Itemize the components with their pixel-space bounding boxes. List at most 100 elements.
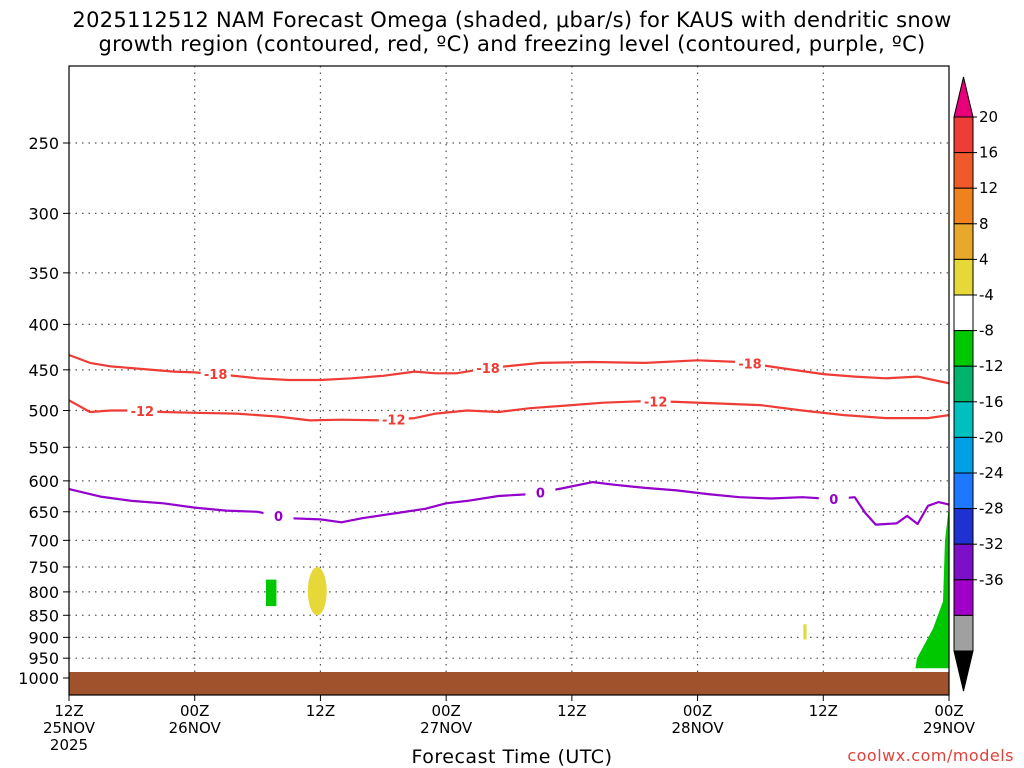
ground-fill bbox=[69, 672, 949, 695]
colorbar-label-8: -16 bbox=[979, 393, 1004, 411]
colorbar-label-10: -24 bbox=[979, 464, 1004, 482]
colorbar-cell-12 bbox=[953, 543, 974, 581]
y-tick-label-850: 850 bbox=[28, 606, 59, 625]
colorbar-label-1: 16 bbox=[979, 144, 998, 162]
contour-0 bbox=[68, 353, 950, 385]
x-tick-label-84-0: 00Z bbox=[934, 702, 963, 720]
colorbar-cell-9 bbox=[953, 436, 974, 474]
contour-label-1-1: -12 bbox=[382, 414, 406, 429]
y-tick-label-800: 800 bbox=[28, 583, 59, 602]
colorbar-label-5: -4 bbox=[979, 286, 994, 304]
colorbar-cell-7 bbox=[953, 365, 974, 403]
contour-label-0-2: -18 bbox=[738, 358, 762, 373]
y-tick-label-1000: 1000 bbox=[18, 669, 59, 688]
x-tick-label-36-0: 00Z bbox=[431, 702, 460, 720]
colorbar-label-13: -36 bbox=[979, 571, 1004, 589]
colorbar-label-0: 20 bbox=[979, 108, 998, 126]
contour-label-bg-0-2 bbox=[734, 355, 765, 372]
contour-label-bg-1-0 bbox=[127, 403, 158, 420]
chart-title-line-2: growth region (contoured, red, ºC) and f… bbox=[98, 32, 926, 56]
y-tick-label-700: 700 bbox=[28, 531, 59, 550]
colorbar-cell-1 bbox=[953, 152, 974, 189]
colorbar-cell-5 bbox=[953, 294, 974, 332]
colorbar-label-4: 4 bbox=[979, 250, 989, 268]
colorbar-label-11: -28 bbox=[979, 500, 1004, 518]
grid-lines bbox=[69, 66, 949, 695]
contour-label-bg-2-2 bbox=[818, 491, 849, 508]
y-tick-label-300: 300 bbox=[28, 204, 59, 223]
omega-shading bbox=[265, 505, 949, 669]
pressure-axis: 250 300 350 400 450 500 550 600 650 700 750 800 850 9… bbox=[18, 134, 69, 688]
colorbar-label-12: -32 bbox=[979, 535, 1004, 553]
y-tick-label-950: 950 bbox=[28, 649, 59, 668]
x-tick-label-72-0: 12Z bbox=[809, 702, 838, 720]
y-tick-label-550: 550 bbox=[28, 438, 59, 457]
y-tick-label-350: 350 bbox=[28, 264, 59, 283]
colorbar-cell-4 bbox=[953, 258, 974, 296]
colorbar-label-6: -8 bbox=[979, 322, 994, 340]
contour-1 bbox=[68, 399, 950, 422]
x-tick-label-48-0: 12Z bbox=[557, 702, 586, 720]
x-tick-label-0-1: 25NOV bbox=[43, 719, 96, 737]
colorbar-label-3: 8 bbox=[979, 215, 989, 233]
contour-label-2-2: 0 bbox=[829, 493, 838, 508]
colorbar-top-arrow bbox=[953, 76, 974, 118]
colorbar-cell-2 bbox=[953, 187, 974, 225]
y-tick-label-900: 900 bbox=[28, 628, 59, 647]
y-tick-label-500: 500 bbox=[28, 402, 59, 421]
y-tick-label-600: 600 bbox=[28, 472, 59, 491]
colorbar-label-2: 12 bbox=[979, 179, 998, 197]
omega-region-2 bbox=[803, 624, 807, 640]
colorbar-cell-14 bbox=[953, 614, 974, 652]
colorbar-cell-8 bbox=[953, 401, 974, 438]
omega-region-1 bbox=[307, 566, 327, 616]
x-tick-label-0-2: 2025 bbox=[50, 736, 88, 754]
x-tick-label-84-1: 29NOV bbox=[923, 719, 976, 737]
colorbar-cell-0 bbox=[953, 116, 974, 154]
x-tick-label-60-0: 00Z bbox=[683, 702, 712, 720]
colorbar-cell-11 bbox=[953, 508, 974, 545]
contour-2 bbox=[68, 481, 950, 526]
omega-region-0 bbox=[265, 579, 277, 607]
colorbar-cell-10 bbox=[953, 472, 974, 510]
colorbar-cell-6 bbox=[953, 330, 974, 367]
contour-label-1-0: -12 bbox=[131, 405, 155, 420]
contour-label-bg-2-1 bbox=[525, 484, 556, 501]
colorbar-bottom-arrow bbox=[953, 650, 974, 692]
ground-layer bbox=[69, 672, 949, 695]
x-tick-label-0-0: 12Z bbox=[54, 702, 83, 720]
contour-label-bg-1-2 bbox=[640, 393, 671, 410]
chart-title-line-1: 2025112512 NAM Forecast Omega (shaded, μ… bbox=[72, 8, 952, 32]
y-tick-label-400: 400 bbox=[28, 315, 59, 334]
x-axis-title: Forecast Time (UTC) bbox=[411, 746, 613, 768]
omega-colorbar: 20 16 12 8 4 -4 -8 -12 -16 -20 -24 -28 -32 -36 bbox=[953, 76, 1004, 692]
x-tick-label-60-1: 28NOV bbox=[672, 719, 725, 737]
contour-label-bg-0-0 bbox=[200, 366, 231, 383]
y-tick-label-650: 650 bbox=[28, 503, 59, 522]
plot-frame bbox=[68, 65, 950, 696]
colorbar-cell-13 bbox=[953, 579, 974, 616]
y-tick-label-450: 450 bbox=[28, 361, 59, 380]
x-tick-label-36-1: 27NOV bbox=[420, 719, 473, 737]
y-tick-label-250: 250 bbox=[28, 134, 59, 153]
contour-label-bg-0-1 bbox=[473, 360, 504, 377]
x-tick-label-24-0: 12Z bbox=[306, 702, 335, 720]
contour-label-0-0: -18 bbox=[204, 368, 228, 383]
x-tick-label-12-1: 26NOV bbox=[169, 719, 222, 737]
x-tick-label-12-0: 00Z bbox=[180, 702, 209, 720]
contour-label-1-2: -12 bbox=[644, 395, 668, 410]
omega-region-3 bbox=[915, 505, 949, 669]
contour-label-2-1: 0 bbox=[536, 486, 545, 501]
plot-border bbox=[68, 65, 950, 696]
contour-label-bg-2-0 bbox=[263, 508, 294, 525]
colorbar-label-7: -12 bbox=[979, 357, 1004, 375]
source-credit[interactable]: coolwx.com/models bbox=[847, 746, 1014, 765]
contour-label-0-1: -18 bbox=[476, 362, 500, 377]
contour-label-2-0: 0 bbox=[274, 510, 283, 525]
contour-label-bg-1-1 bbox=[378, 411, 409, 428]
contour-lines: -18 -18 -18 -12 -12 -12 0 0 0 bbox=[68, 353, 950, 526]
colorbar-cell-3 bbox=[953, 223, 974, 260]
colorbar-label-9: -20 bbox=[979, 428, 1004, 446]
